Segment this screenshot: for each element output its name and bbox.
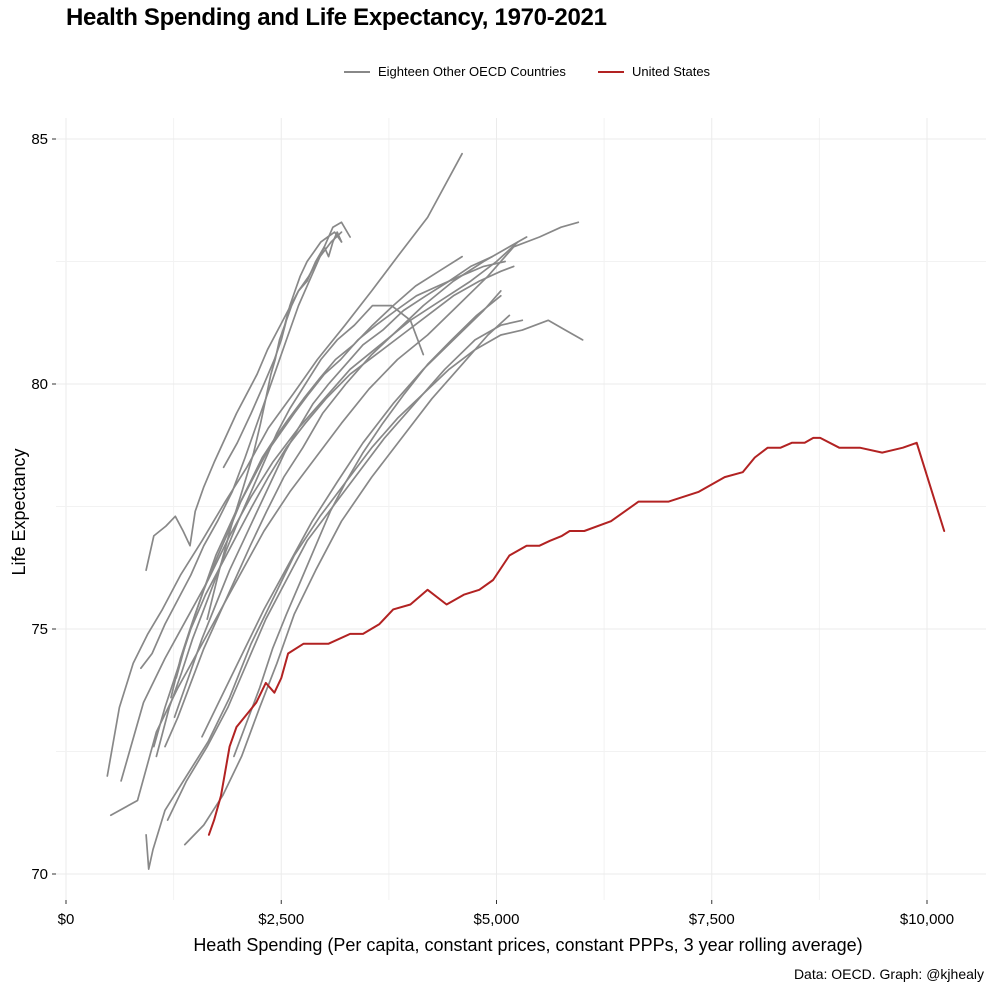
- axis-layer: $0 $2,500 $5,000 $7,500 $10,000 70 75 80 85: [31, 131, 954, 928]
- series-line-other-oecd: [206, 231, 343, 621]
- series-line-other-oecd: [145, 231, 343, 572]
- x-tick-label: $2,500: [258, 911, 304, 928]
- x-tick-label: $7,500: [689, 911, 735, 928]
- legend: Eighteen Other OECD Countries United Sta…: [0, 62, 996, 82]
- series-line-other-oecd: [166, 319, 524, 821]
- us-line-layer: [207, 436, 946, 836]
- x-tick-label: $5,000: [474, 911, 520, 928]
- y-tick-label: 80: [31, 376, 48, 393]
- other-lines-layer: [106, 152, 584, 870]
- series-line-other-oecd: [222, 231, 343, 469]
- y-tick-label: 70: [31, 866, 48, 883]
- x-axis-title: Heath Spending (Per capita, constant pri…: [193, 935, 862, 955]
- series-line-other-oecd: [152, 265, 515, 748]
- series-line-other-oecd: [109, 221, 580, 817]
- y-axis-title: Life Expectancy: [9, 448, 29, 575]
- x-tick-label: $0: [58, 911, 75, 928]
- series-line-other-oecd: [164, 236, 528, 748]
- legend-label-united-states: United States: [632, 64, 711, 79]
- series-line-other-oecd: [140, 221, 351, 670]
- series-line-other-oecd: [173, 255, 494, 719]
- series-line-other-oecd: [233, 294, 502, 758]
- caption: Data: OECD. Graph: @kjhealy: [793, 966, 984, 982]
- grid-layer: [56, 118, 986, 900]
- series-line-other-oecd: [145, 319, 584, 870]
- legend-item-united-states: United States: [598, 62, 710, 82]
- y-tick-label: 85: [31, 131, 48, 148]
- series-line-other-oecd: [106, 152, 463, 777]
- y-tick-label: 75: [31, 621, 48, 638]
- series-line-other-oecd: [183, 314, 511, 846]
- legend-key-united-states: [598, 70, 624, 73]
- series-line-other-oecd: [175, 255, 463, 679]
- legend-key-other-oecd: [344, 70, 370, 73]
- series-line-other-oecd: [201, 290, 502, 738]
- legend-item-other-oecd: Eighteen Other OECD Countries: [344, 62, 566, 82]
- x-tick-label: $10,000: [900, 911, 954, 928]
- legend-label-other-oecd: Eighteen Other OECD Countries: [378, 64, 566, 79]
- chart-title: Health Spending and Life Expectancy, 197…: [66, 4, 607, 31]
- series-line-united-states: [207, 436, 946, 836]
